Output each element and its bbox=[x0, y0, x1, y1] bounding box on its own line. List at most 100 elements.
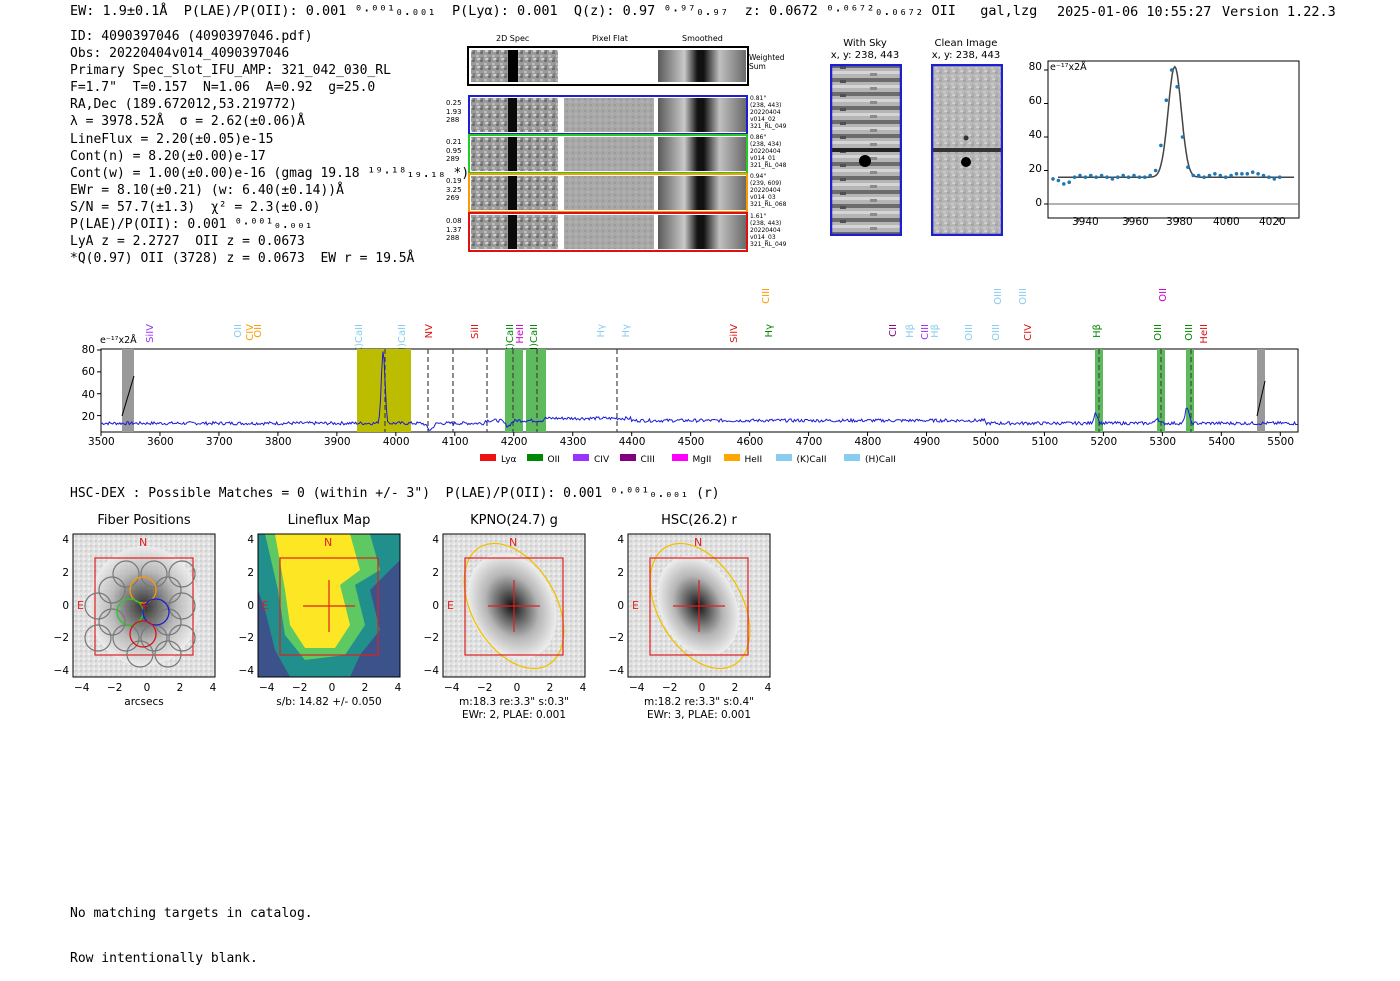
spec-xtick: 4200 bbox=[500, 436, 528, 448]
col-header-pixelflat: Pixel Flat bbox=[592, 34, 628, 43]
legend-label: MgII bbox=[692, 455, 712, 465]
row1-left-stats: 0.25 1.93 288 bbox=[446, 99, 462, 124]
fit-data-point bbox=[1175, 85, 1179, 89]
panel-xtick: 4 bbox=[764, 682, 772, 694]
panel-xtick: −2 bbox=[477, 682, 493, 694]
spec-xtick: 4600 bbox=[736, 436, 764, 448]
fit-data-point bbox=[1186, 165, 1190, 169]
legend-swatch bbox=[844, 454, 860, 461]
fit-data-point bbox=[1267, 175, 1271, 179]
fiber-positions-panel bbox=[72, 533, 216, 678]
spectral-line-label: OIII bbox=[964, 324, 975, 341]
fit-data-point bbox=[1250, 170, 1255, 174]
fit-data-point bbox=[1056, 178, 1061, 183]
fit-xtick-3960: 3960 bbox=[1122, 216, 1149, 228]
info-sn: S/N = 57.7(±1.3) χ² = 2.3(±0.0) bbox=[70, 199, 321, 215]
spec-xtick: 4500 bbox=[677, 436, 705, 448]
with-sky-image bbox=[830, 64, 902, 236]
spectral-line-label: CII bbox=[888, 324, 899, 337]
panel-ytick: −4 bbox=[238, 665, 254, 677]
fit-data-point bbox=[1159, 143, 1163, 148]
panel-xtick: −4 bbox=[444, 682, 460, 694]
east-label: E bbox=[447, 599, 454, 612]
spec-xtick: 4400 bbox=[618, 436, 646, 448]
panel-xtick: −4 bbox=[259, 682, 275, 694]
panel-ytick: 2 bbox=[62, 567, 69, 579]
fit-data-point bbox=[1116, 175, 1120, 179]
fit-data-point bbox=[1164, 98, 1169, 102]
legend-entry: HeII bbox=[723, 447, 763, 466]
spec-xtick: 5100 bbox=[1031, 436, 1059, 448]
spectral-line-label: OIII bbox=[1153, 324, 1164, 341]
panel-title-fiber: Fiber Positions bbox=[97, 513, 191, 528]
spectral-line-label: (H)CaII bbox=[529, 324, 540, 358]
with-sky-title: With Sky bbox=[843, 38, 887, 49]
panel-ytick: −4 bbox=[53, 665, 69, 677]
spec-xtick: 5400 bbox=[1208, 436, 1236, 448]
panel-title-hsc: HSC(26.2) r bbox=[661, 513, 737, 528]
spec-xtick: 4900 bbox=[913, 436, 941, 448]
fit-data-point bbox=[1234, 172, 1239, 176]
panel-xtick: 2 bbox=[176, 682, 184, 694]
info-best-z: *Q(0.97) OII (3728) z = 0.0673 EW r = 19… bbox=[70, 251, 415, 267]
spectral-line-label: CIII bbox=[761, 288, 772, 304]
footer-line-2: Row intentionally blank. bbox=[70, 951, 258, 966]
panel-ytick: −2 bbox=[238, 632, 254, 644]
spectral-line-label: HeII bbox=[1199, 324, 1210, 344]
panel-xtick: −4 bbox=[74, 682, 90, 694]
fit-data-point bbox=[1256, 172, 1260, 176]
fit-data-point bbox=[1229, 173, 1233, 178]
fit-data-point bbox=[1245, 172, 1250, 176]
spec-xtick: 5000 bbox=[972, 436, 1000, 448]
spectral-line-label: (K)CaII bbox=[354, 324, 365, 357]
fit-data-point bbox=[1213, 172, 1217, 176]
panel-xtick: −4 bbox=[629, 682, 645, 694]
lineflux-map-panel bbox=[257, 533, 401, 678]
fit-xtick-4000: 4000 bbox=[1213, 216, 1240, 228]
spec-xtick: 3700 bbox=[205, 436, 233, 448]
col-header-2dspec: 2D Spec bbox=[496, 34, 530, 43]
legend-swatch bbox=[723, 454, 740, 461]
info-ewr: EWr = 8.10(±0.21) (w: 6.40(±0.14))Å bbox=[70, 182, 344, 198]
cutout-row-1 bbox=[468, 95, 748, 135]
legend-label: (K)CaII bbox=[796, 455, 827, 465]
panel-xtick: −2 bbox=[292, 682, 308, 694]
fit-data-point bbox=[1191, 173, 1196, 178]
legend-swatch bbox=[671, 454, 688, 461]
legend-label: Lyα bbox=[501, 455, 517, 465]
spec-ytick-60: 60 bbox=[81, 366, 95, 378]
fit-data-point bbox=[1078, 173, 1082, 178]
fit-data-point bbox=[1277, 175, 1282, 179]
fit-data-point bbox=[1089, 173, 1093, 178]
spec-xtick: 3600 bbox=[146, 436, 174, 448]
footer-line-1: No matching targets in catalog. bbox=[70, 906, 313, 921]
fit-data-point bbox=[1240, 172, 1244, 176]
footer-block: No matching targets in catalog. Row inte… bbox=[70, 876, 313, 981]
row3-left-stats: 0.19 3.25 269 bbox=[446, 177, 462, 202]
spectral-line-label: CIV bbox=[245, 324, 256, 341]
panel-ytick: 4 bbox=[247, 534, 254, 546]
fit-ytick-20: 20 bbox=[1028, 163, 1042, 175]
legend-label: HeII bbox=[744, 455, 763, 465]
with-sky-title-block: With Sky x, y: 238, 443 bbox=[826, 38, 904, 62]
spectral-line-label: (K)CaII bbox=[505, 324, 516, 357]
fit-ytick-40: 40 bbox=[1028, 129, 1042, 141]
info-radec: RA,Dec (189.672012,53.219772) bbox=[70, 97, 297, 113]
clean-image-coords: x, y: 238, 443 bbox=[931, 50, 1001, 61]
with-sky-coords: x, y: 238, 443 bbox=[830, 50, 900, 61]
panel-xtick: 2 bbox=[361, 682, 369, 694]
fit-xtick-3940: 3940 bbox=[1072, 216, 1099, 228]
info-id: ID: 4090397046 (4090397046.pdf) bbox=[70, 29, 313, 44]
panel-ytick: 2 bbox=[617, 567, 624, 579]
cutout-panels bbox=[72, 533, 771, 678]
spectral-line-label: Hβ bbox=[930, 324, 941, 338]
panel-xtick: 2 bbox=[731, 682, 739, 694]
east-label: E bbox=[77, 599, 84, 612]
spec-xtick: 3500 bbox=[88, 436, 115, 448]
spectral-line-label: OIII bbox=[1018, 288, 1029, 305]
caption-kpno-2: EWr: 2, PLAE: 0.001 bbox=[461, 709, 567, 721]
fit-data-point bbox=[1207, 173, 1212, 178]
legend-swatch bbox=[775, 454, 792, 461]
info-lya-z: LyA z = 2.2727 OII z = 0.0673 bbox=[70, 234, 305, 250]
spectral-line-label: OII bbox=[253, 324, 264, 338]
